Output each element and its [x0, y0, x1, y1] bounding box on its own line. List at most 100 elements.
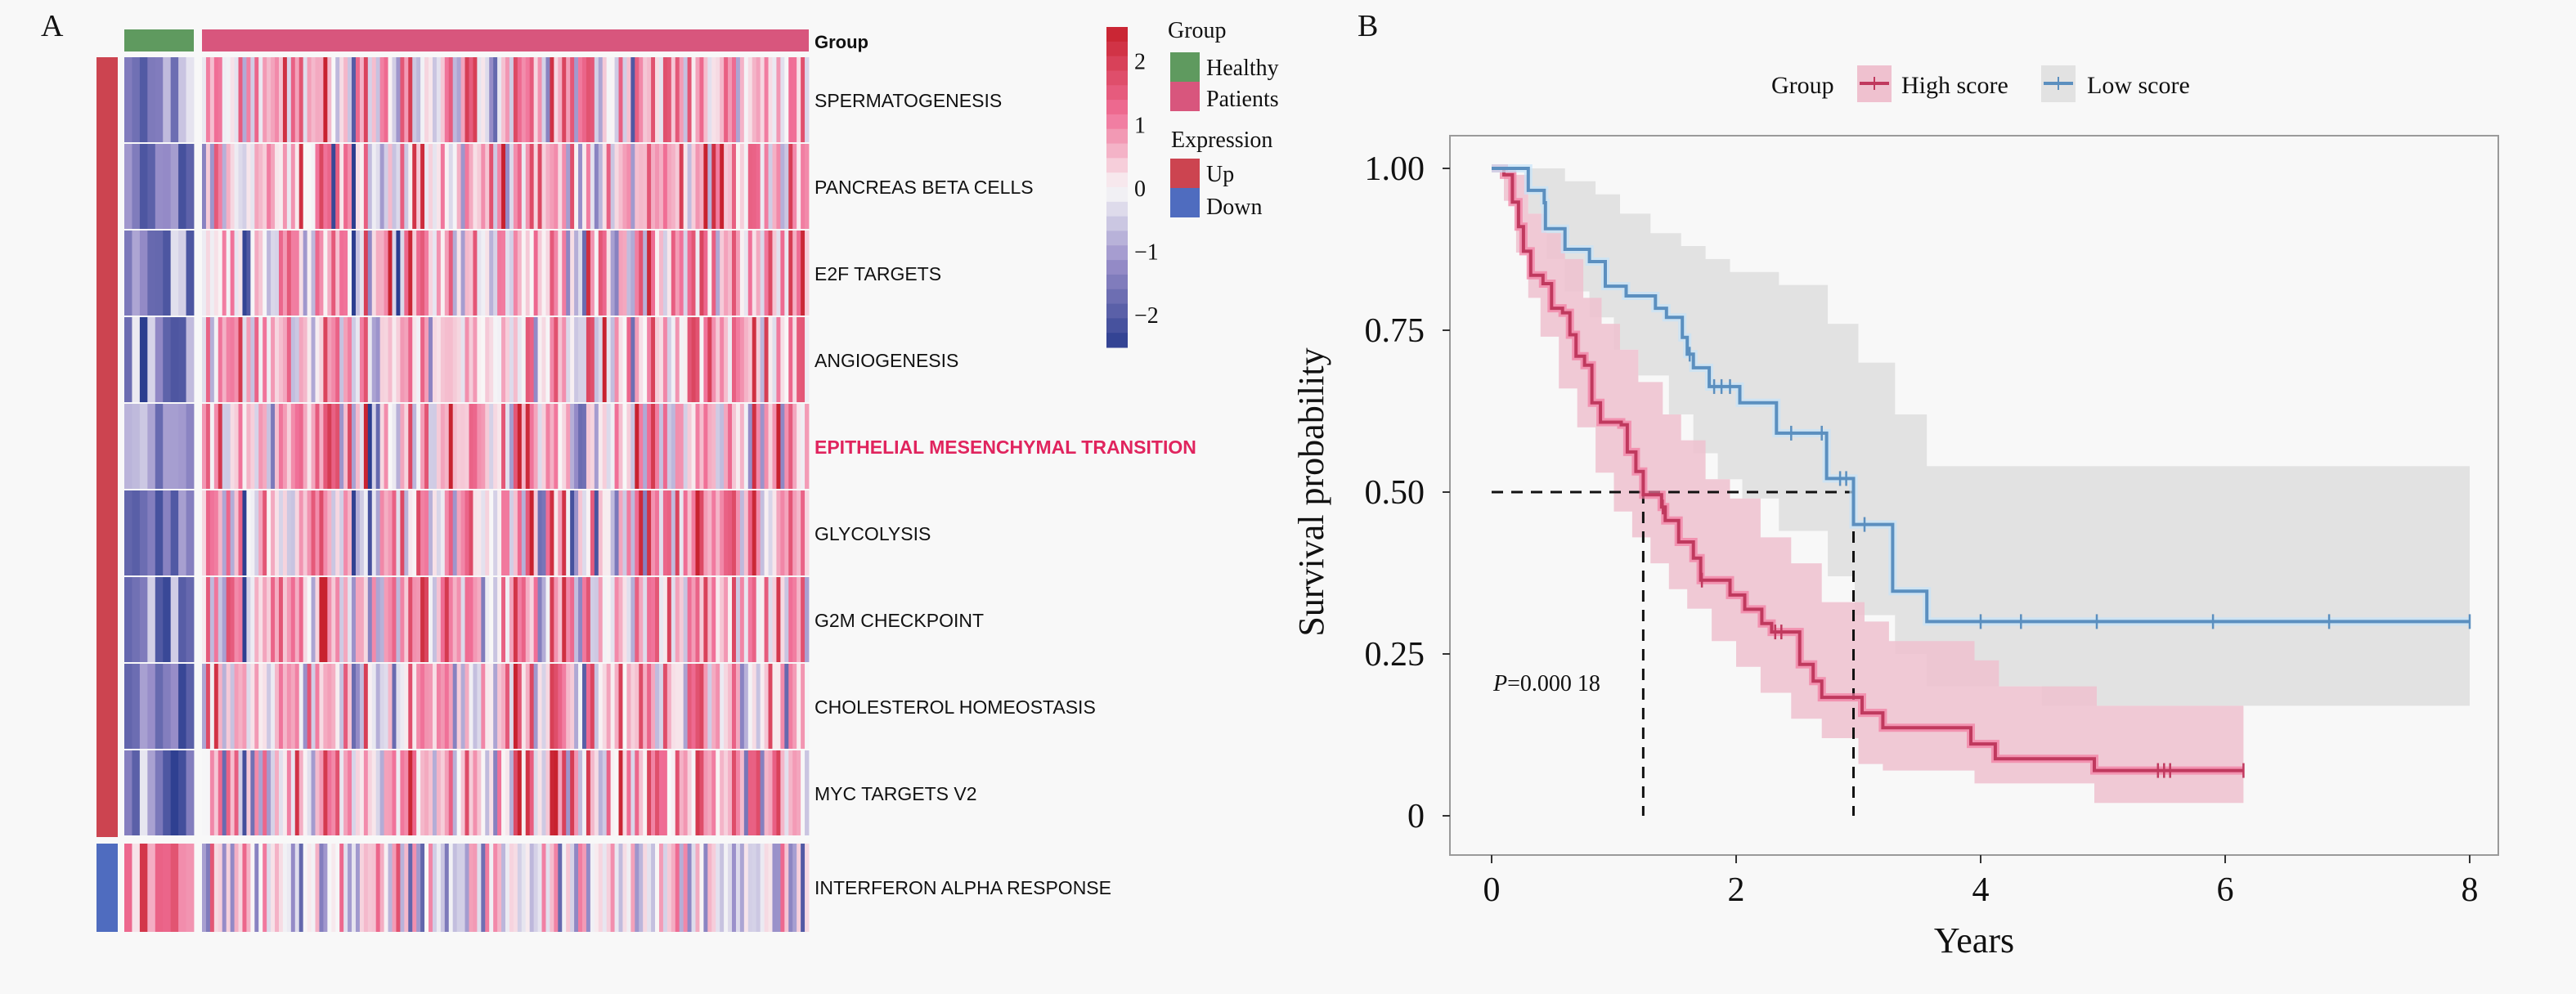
- heatmap-cell: [448, 144, 454, 229]
- heatmap-cell: [213, 750, 219, 835]
- heatmap-cell: [805, 317, 810, 402]
- heatmap-cell: [716, 231, 720, 316]
- heatmap-cell: [275, 577, 280, 662]
- legend-swatch-down: [1170, 188, 1200, 217]
- color-scale-segment: [1106, 114, 1128, 130]
- heatmap-cell: [643, 577, 648, 662]
- heatmap-cell: [739, 844, 745, 932]
- heatmap-cell: [513, 490, 518, 575]
- heatmap-cell: [254, 750, 259, 835]
- heatmap-cell: [307, 664, 312, 749]
- heatmap-cell: [675, 844, 680, 932]
- heatmap-cell: [602, 404, 608, 489]
- heatmap-cell: [384, 231, 388, 316]
- heatmap-cell: [643, 144, 648, 229]
- heatmap-cell: [554, 664, 559, 749]
- heatmap-cell: [743, 144, 749, 229]
- heatmap-cell: [469, 317, 473, 402]
- heatmap-cell: [521, 57, 527, 142]
- heatmap-cell: [772, 844, 777, 932]
- heatmap-cell: [400, 231, 405, 316]
- heatmap-cell: [258, 577, 263, 662]
- heatmap-cell: [275, 844, 280, 932]
- heatmap-cell: [275, 231, 280, 316]
- heatmap-cell: [622, 490, 627, 575]
- heatmap-cell: [278, 231, 284, 316]
- heatmap-cell: [489, 577, 494, 662]
- heatmap-cell: [139, 231, 148, 316]
- heatmap-cell: [448, 57, 454, 142]
- heatmap-cell: [367, 317, 373, 402]
- heatmap-cell: [792, 404, 797, 489]
- heatmap-cell: [307, 750, 312, 835]
- heatmap-cell: [271, 577, 276, 662]
- heatmap-cell: [436, 490, 442, 575]
- heatmap-cell: [699, 404, 704, 489]
- heatmap-cell: [254, 231, 259, 316]
- heatmap-cell: [598, 57, 604, 142]
- heatmap-cell: [622, 231, 627, 316]
- heatmap-cell: [282, 664, 288, 749]
- heatmap-cell: [610, 577, 615, 662]
- heatmap-cell: [801, 577, 806, 662]
- heatmap-cell: [315, 317, 320, 402]
- heatmap-cell: [384, 577, 388, 662]
- heatmap-cell: [760, 144, 765, 229]
- heatmap-cell: [581, 404, 587, 489]
- heatmap-cell: [602, 844, 608, 932]
- heatmap-cell: [263, 750, 267, 835]
- heatmap-cell: [792, 844, 797, 932]
- heatmap-cell: [533, 317, 538, 402]
- heatmap-cell: [647, 750, 652, 835]
- heatmap-row: [124, 57, 810, 142]
- heatmap-cell: [631, 844, 635, 932]
- heatmap-cell: [464, 57, 469, 142]
- heatmap-cell: [355, 57, 361, 142]
- heatmap-cell: [352, 577, 357, 662]
- heatmap-cell: [186, 404, 195, 489]
- heatmap-cell: [658, 231, 664, 316]
- color-scale-segment: [1106, 128, 1128, 145]
- color-scale-segment: [1106, 27, 1128, 43]
- heatmap-cell: [610, 144, 615, 229]
- heatmap-cell: [448, 844, 454, 932]
- heatmap-cell: [209, 231, 215, 316]
- heatmap-cell: [683, 144, 688, 229]
- heatmap-cell: [234, 664, 239, 749]
- heatmap-cell: [574, 144, 579, 229]
- heatmap-cell: [662, 664, 668, 749]
- heatmap-cell: [581, 144, 587, 229]
- heatmap-cell: [606, 664, 612, 749]
- heatmap-cell: [263, 664, 267, 749]
- heatmap-cell: [355, 844, 361, 932]
- heatmap-cell: [675, 317, 680, 402]
- heatmap-cell: [396, 317, 401, 402]
- heatmap-cell: [513, 577, 518, 662]
- heatmap-cell: [509, 750, 514, 835]
- heatmap-cell: [178, 750, 186, 835]
- heatmap-cell: [250, 57, 255, 142]
- heatmap-cell: [424, 404, 429, 489]
- heatmap-cell: [481, 750, 486, 835]
- heatmap-cell: [716, 317, 720, 402]
- heatmap-cell: [218, 404, 223, 489]
- heatmap-cell: [275, 750, 280, 835]
- heatmap-cell: [327, 844, 332, 932]
- heatmap-cell: [339, 664, 344, 749]
- heatmap-cell: [671, 844, 676, 932]
- heatmap-cell: [671, 57, 676, 142]
- heatmap-cell: [610, 404, 615, 489]
- heatmap-cell: [521, 144, 527, 229]
- heatmap-cell: [477, 231, 482, 316]
- heatmap-cell: [258, 57, 263, 142]
- heatmap-cell: [562, 57, 567, 142]
- heatmap-cell: [400, 577, 405, 662]
- heatmap-cell: [186, 577, 195, 662]
- heatmap-cell: [469, 404, 473, 489]
- heatmap-cell: [728, 844, 733, 932]
- heatmap-cell: [238, 317, 243, 402]
- heatmap-cell: [147, 317, 156, 402]
- heatmap-cell: [728, 577, 733, 662]
- heatmap-cell: [222, 750, 227, 835]
- heatmap-cell: [307, 231, 312, 316]
